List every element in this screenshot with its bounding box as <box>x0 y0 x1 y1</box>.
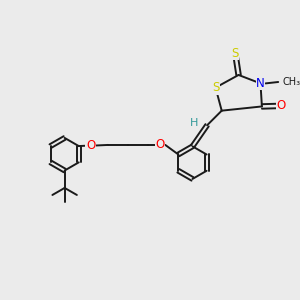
Text: S: S <box>212 81 219 94</box>
Text: S: S <box>232 46 239 60</box>
Text: O: O <box>156 138 165 152</box>
Text: O: O <box>276 99 286 112</box>
Text: O: O <box>86 139 95 152</box>
Text: N: N <box>256 77 265 90</box>
Text: CH₃: CH₃ <box>283 77 300 87</box>
Text: H: H <box>190 118 199 128</box>
